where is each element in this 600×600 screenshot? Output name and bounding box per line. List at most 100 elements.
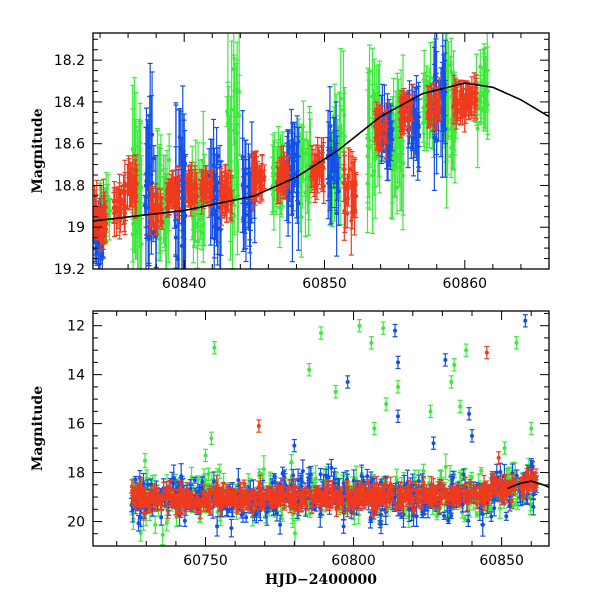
data-point bbox=[183, 213, 188, 218]
data-point bbox=[204, 186, 209, 191]
data-point bbox=[133, 186, 138, 191]
data-point bbox=[195, 221, 200, 226]
data-point-red bbox=[114, 187, 120, 236]
data-point bbox=[169, 185, 174, 190]
data-point bbox=[374, 130, 379, 135]
data-point-red bbox=[133, 181, 139, 196]
data-point bbox=[180, 229, 185, 234]
data-point bbox=[327, 137, 332, 142]
data-point-red bbox=[384, 109, 390, 144]
data-point bbox=[398, 117, 403, 122]
data-point bbox=[437, 103, 442, 108]
data-point-red bbox=[257, 170, 263, 204]
data-point-blue bbox=[440, 33, 446, 127]
data-point bbox=[414, 85, 419, 90]
data-point bbox=[258, 184, 263, 189]
data-point bbox=[406, 113, 411, 118]
data-point bbox=[167, 193, 172, 198]
data-point bbox=[231, 67, 236, 72]
data-point bbox=[348, 167, 353, 172]
data-point-blue bbox=[177, 108, 183, 167]
data-point bbox=[114, 209, 119, 214]
data-point-green bbox=[365, 67, 371, 209]
data-point bbox=[342, 134, 347, 139]
data-point bbox=[180, 156, 185, 161]
data-point bbox=[345, 184, 350, 189]
data-point bbox=[254, 177, 259, 182]
data-point-blue bbox=[294, 115, 300, 194]
data-point-red bbox=[352, 158, 358, 214]
data-point bbox=[227, 191, 232, 196]
data-point bbox=[409, 101, 414, 106]
data-point-green bbox=[481, 52, 487, 98]
data-point bbox=[139, 242, 144, 247]
data-point-red bbox=[409, 84, 415, 122]
data-point bbox=[390, 161, 395, 166]
data-point bbox=[232, 128, 237, 133]
data-point bbox=[194, 185, 199, 190]
data-point bbox=[299, 215, 304, 220]
data-point bbox=[410, 126, 415, 131]
data-point bbox=[158, 168, 163, 173]
data-point bbox=[280, 173, 285, 178]
data-point bbox=[452, 138, 457, 143]
data-point bbox=[482, 73, 487, 78]
data-point-blue bbox=[215, 147, 221, 166]
data-point bbox=[403, 97, 408, 102]
data-point-red bbox=[176, 178, 182, 220]
data-point bbox=[427, 113, 432, 118]
data-point-red bbox=[341, 164, 347, 202]
data-point-red bbox=[222, 172, 228, 219]
data-point-green bbox=[270, 134, 276, 213]
data-point-blue bbox=[327, 86, 333, 194]
data-point bbox=[285, 170, 290, 175]
data-point bbox=[475, 126, 480, 131]
data-point bbox=[428, 100, 433, 105]
data-point-red bbox=[122, 159, 128, 207]
data-point bbox=[199, 190, 204, 195]
data-point-green bbox=[298, 176, 304, 258]
data-point bbox=[446, 88, 451, 93]
data-point-green bbox=[231, 54, 237, 207]
data-point-red bbox=[313, 166, 319, 187]
data-point-red bbox=[154, 198, 160, 235]
data-point-blue bbox=[180, 224, 186, 239]
data-point bbox=[222, 193, 227, 198]
data-point bbox=[338, 141, 343, 146]
data-point-blue bbox=[442, 79, 448, 178]
data-point-red bbox=[194, 172, 200, 204]
data-point bbox=[443, 126, 448, 131]
data-point-red bbox=[342, 177, 348, 229]
data-point-green bbox=[394, 161, 400, 215]
data-point bbox=[112, 198, 117, 203]
data-point bbox=[229, 107, 234, 112]
data-point-blue bbox=[295, 156, 301, 251]
data-point-red bbox=[225, 169, 231, 212]
data-point bbox=[336, 189, 341, 194]
data-point bbox=[432, 135, 437, 140]
data-point bbox=[260, 170, 265, 175]
data-point bbox=[350, 192, 355, 197]
data-point bbox=[102, 207, 107, 212]
data-point bbox=[98, 230, 103, 235]
top-panel: 60840 60850 6086018.218.418.618.81919.2Mag… bbox=[30, 32, 550, 292]
data-point bbox=[478, 64, 483, 69]
data-point bbox=[158, 236, 163, 241]
data-point bbox=[309, 170, 314, 175]
data-point bbox=[414, 120, 419, 125]
data-point bbox=[172, 193, 177, 198]
data-point bbox=[176, 197, 181, 202]
data-point bbox=[400, 173, 405, 178]
data-point-blue bbox=[332, 117, 338, 184]
data-point-red bbox=[259, 154, 265, 191]
data-point bbox=[218, 191, 223, 196]
data-point bbox=[142, 203, 147, 208]
data-point bbox=[186, 190, 191, 195]
data-point-green bbox=[299, 123, 305, 184]
data-point-red bbox=[426, 106, 432, 125]
data-point-green bbox=[225, 81, 231, 165]
data-point bbox=[175, 256, 180, 261]
data-point bbox=[307, 152, 312, 157]
data-point bbox=[303, 190, 308, 195]
